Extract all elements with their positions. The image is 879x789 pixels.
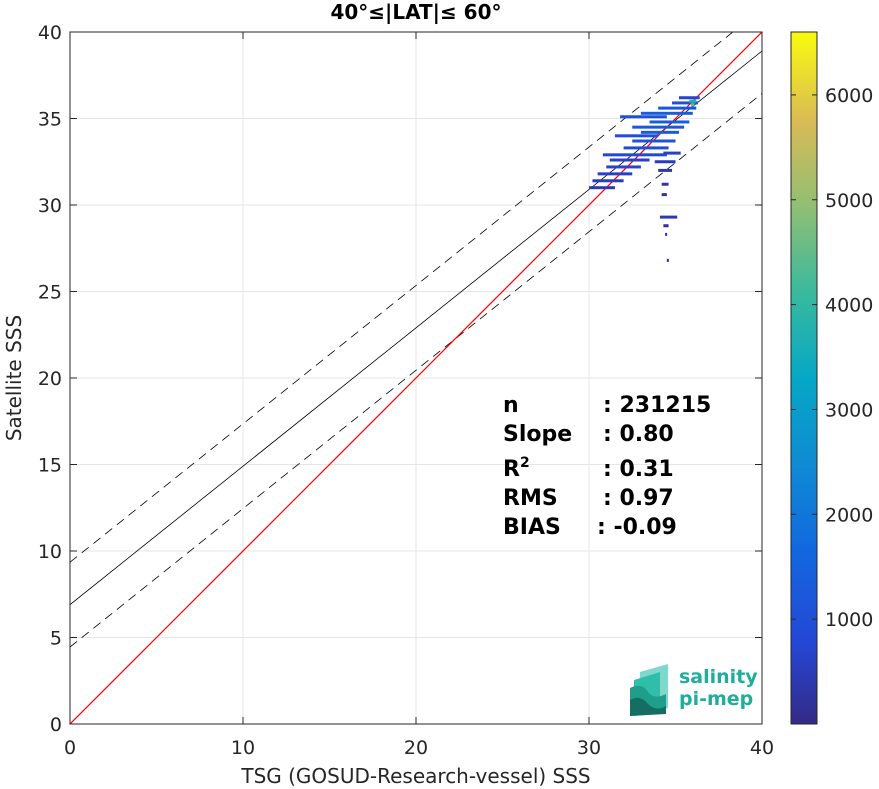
density-cell bbox=[658, 106, 697, 110]
x-tick-label: 10 bbox=[231, 737, 255, 759]
stat-r2-sup: 2 bbox=[520, 455, 530, 471]
stats-box: n : 231215 Slope : 0.80 R2 : 0.31 RMS : … bbox=[503, 393, 711, 540]
x-tick-label: 0 bbox=[64, 737, 76, 759]
density-cell bbox=[649, 120, 690, 124]
logo-line-2: pi-mep bbox=[679, 688, 753, 710]
density-cell bbox=[654, 160, 676, 164]
stat-n-label: n bbox=[503, 393, 519, 418]
y-tick-label: 15 bbox=[38, 455, 62, 477]
y-tick-label: 20 bbox=[38, 368, 62, 390]
stat-bias-label: BIAS bbox=[503, 515, 561, 540]
density-cell bbox=[623, 146, 669, 150]
y-axis-title: Satellite SSS bbox=[2, 315, 26, 441]
density-cell bbox=[689, 99, 697, 103]
y-tick-label: 35 bbox=[38, 109, 62, 131]
y-tick-label: 40 bbox=[38, 22, 62, 44]
density-cell bbox=[632, 125, 685, 129]
x-tick-label: 30 bbox=[577, 737, 601, 759]
density-cell bbox=[614, 134, 659, 138]
colorbar-tick-label: 3000 bbox=[825, 399, 873, 421]
colorbar bbox=[790, 31, 818, 725]
y-tick-label: 25 bbox=[38, 282, 62, 304]
density-points bbox=[589, 96, 700, 262]
x-tick-label: 40 bbox=[750, 737, 774, 759]
x-axis-title: TSG (GOSUD-Research-vessel) SSS bbox=[240, 764, 590, 788]
stat-rms-label: RMS bbox=[503, 486, 558, 511]
stat-n-value: : 231215 bbox=[603, 393, 711, 418]
density-cell bbox=[620, 115, 667, 119]
stat-bias-value: : -0.09 bbox=[597, 515, 677, 540]
density-cell bbox=[602, 153, 667, 157]
y-tick-label: 10 bbox=[38, 541, 62, 563]
stat-rms-value: : 0.97 bbox=[603, 486, 674, 511]
density-cell bbox=[589, 186, 615, 190]
colorbar-tick-label: 5000 bbox=[825, 190, 873, 212]
colorbar-tick-label: 2000 bbox=[825, 504, 873, 526]
density-cell bbox=[665, 232, 668, 236]
lower-band-line bbox=[70, 93, 762, 648]
stat-r2-base: R bbox=[503, 457, 520, 482]
regression-line bbox=[70, 50, 762, 605]
density-cell bbox=[632, 139, 676, 143]
density-cell bbox=[666, 258, 669, 262]
density-cell bbox=[609, 158, 650, 162]
y-tick-label: 5 bbox=[50, 628, 62, 650]
colorbar-tick-label: 1000 bbox=[825, 609, 873, 631]
y-tick-label: 0 bbox=[50, 714, 62, 736]
density-cell bbox=[661, 182, 669, 186]
y-tick-label: 30 bbox=[38, 195, 62, 217]
stat-r2-value: : 0.31 bbox=[603, 457, 674, 482]
density-cell bbox=[663, 224, 669, 228]
density-cell bbox=[606, 165, 641, 169]
chart-title: 40°≤|LAT|≤ 60° bbox=[330, 0, 501, 24]
logo-line-1: salinity bbox=[679, 666, 758, 688]
x-tick-label: 20 bbox=[404, 737, 428, 759]
density-cell bbox=[661, 193, 667, 197]
density-cell bbox=[672, 101, 698, 105]
density-cell bbox=[658, 168, 673, 172]
stat-slope-label: Slope bbox=[503, 422, 572, 447]
density-cell bbox=[640, 130, 679, 134]
axis-ticks: 0 10 20 30 40 0 5 10 15 20 25 30 35 40 bbox=[38, 22, 774, 759]
colorbar-tick-label: 4000 bbox=[825, 295, 873, 317]
density-cell bbox=[597, 172, 633, 176]
stat-r2-label: R2 bbox=[503, 455, 530, 482]
density-cell bbox=[592, 179, 624, 183]
colorbar-tick-label: 6000 bbox=[825, 85, 873, 107]
density-cell bbox=[691, 103, 695, 107]
colorbar-ticks: 1000 2000 3000 4000 5000 6000 bbox=[791, 85, 873, 631]
density-cell bbox=[678, 96, 700, 100]
density-cell bbox=[663, 151, 681, 155]
stat-slope-value: : 0.80 bbox=[603, 422, 674, 447]
density-cell bbox=[640, 111, 693, 115]
salinity-pi-mep-logo: salinity pi-mep bbox=[630, 664, 758, 716]
density-cell bbox=[659, 215, 678, 219]
logo-emblem-icon bbox=[630, 664, 668, 716]
upper-band-line bbox=[70, 32, 734, 563]
